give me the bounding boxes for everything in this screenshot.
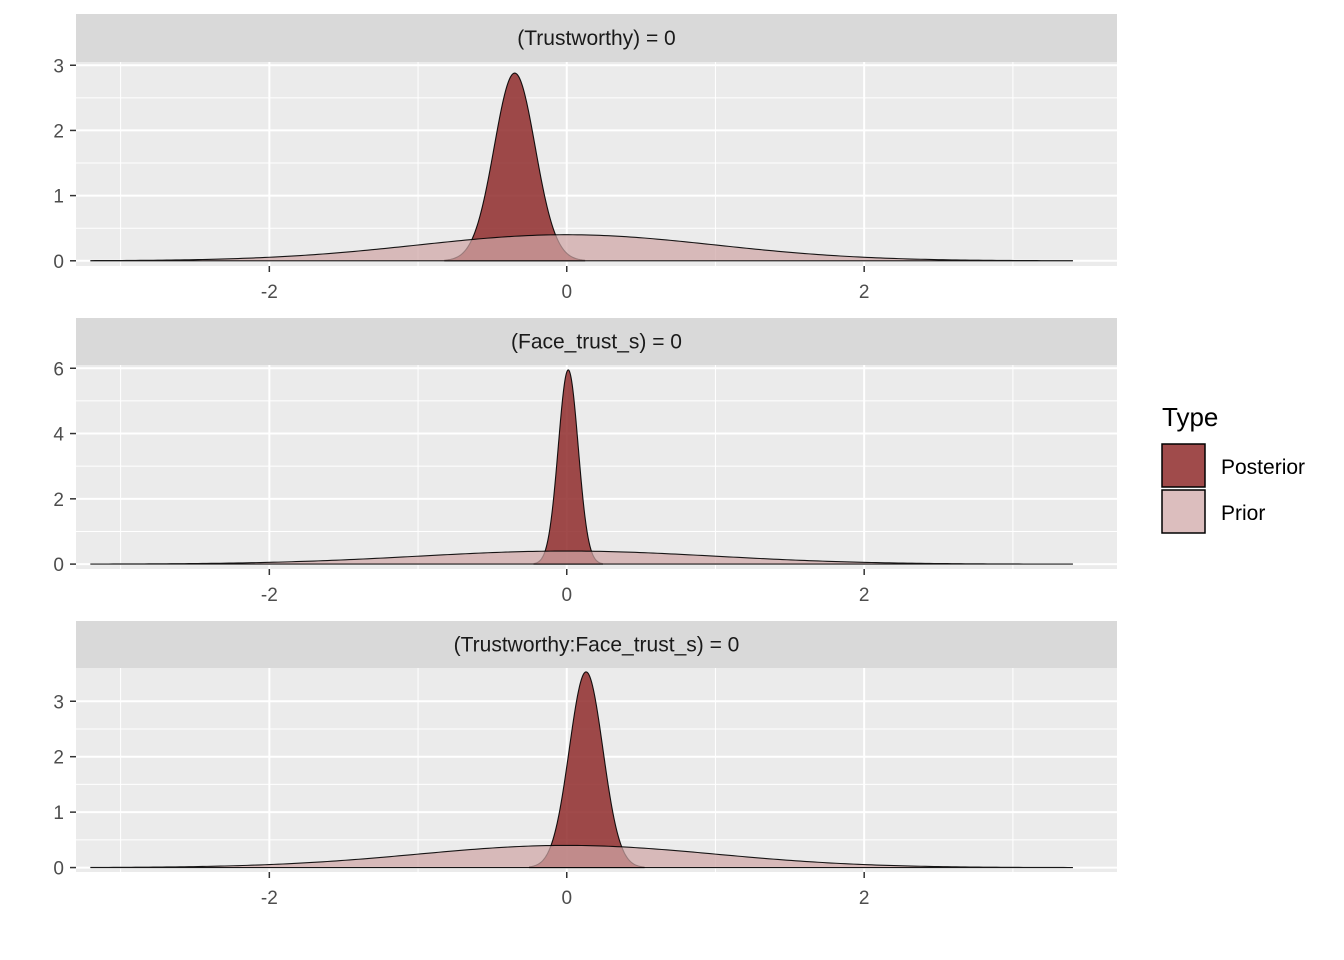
facet-panel-1: (Trustworthy) = 0 0 1 2 3 -2 0 2 bbox=[53, 14, 1117, 303]
prior-density-area bbox=[90, 844, 1073, 869]
x-tick-label: -2 bbox=[261, 585, 278, 606]
y-tick-label: 2 bbox=[53, 490, 64, 511]
panel-background bbox=[76, 365, 1117, 569]
legend-label-prior: Prior bbox=[1221, 502, 1265, 525]
y-tick-label: 0 bbox=[53, 555, 64, 576]
legend: Type Posterior Prior bbox=[1161, 402, 1305, 534]
facet-strip bbox=[76, 14, 1117, 62]
y-tick-label: 0 bbox=[53, 252, 64, 273]
y-tick-label: 2 bbox=[53, 121, 64, 142]
y-tick-label: 1 bbox=[53, 187, 64, 208]
facet-title: (Trustworthy:Face_trust_s) = 0 bbox=[454, 634, 740, 657]
prior-density-area bbox=[90, 550, 1073, 565]
x-tick-label: 0 bbox=[561, 282, 572, 303]
x-tick-label: 0 bbox=[561, 585, 572, 606]
y-tick-label: 0 bbox=[53, 859, 64, 880]
panel-background bbox=[76, 62, 1117, 266]
facet-panel-3: (Trustworthy:Face_trust_s) = 0 0 1 2 3 -2 0 2 bbox=[53, 621, 1117, 909]
prior-density-area bbox=[90, 234, 1073, 262]
x-tick-label: 2 bbox=[859, 585, 870, 606]
y-tick-label: 2 bbox=[53, 748, 64, 769]
x-tick-label: -2 bbox=[261, 282, 278, 303]
x-tick-label: 0 bbox=[561, 888, 572, 909]
y-tick-label: 4 bbox=[53, 425, 64, 446]
facet-title: (Trustworthy) = 0 bbox=[517, 27, 676, 50]
x-tick-label: -2 bbox=[261, 888, 278, 909]
legend-label-posterior: Posterior bbox=[1221, 456, 1305, 479]
x-tick-label: 2 bbox=[859, 888, 870, 909]
facet-strip bbox=[76, 621, 1117, 668]
y-tick-label: 1 bbox=[53, 803, 64, 824]
facet-panel-2: (Face_trust_s) = 0 0 2 4 6 -2 0 2 bbox=[53, 318, 1117, 606]
y-tick-label: 3 bbox=[53, 692, 64, 713]
legend-title: Type bbox=[1162, 402, 1218, 432]
y-tick-label: 3 bbox=[53, 56, 64, 77]
legend-key-posterior bbox=[1161, 443, 1206, 488]
legend-key-prior bbox=[1161, 489, 1206, 534]
x-tick-label: 2 bbox=[859, 282, 870, 303]
facet-strip bbox=[76, 318, 1117, 365]
y-tick-label: 6 bbox=[53, 359, 64, 380]
facet-title: (Face_trust_s) = 0 bbox=[511, 331, 682, 354]
